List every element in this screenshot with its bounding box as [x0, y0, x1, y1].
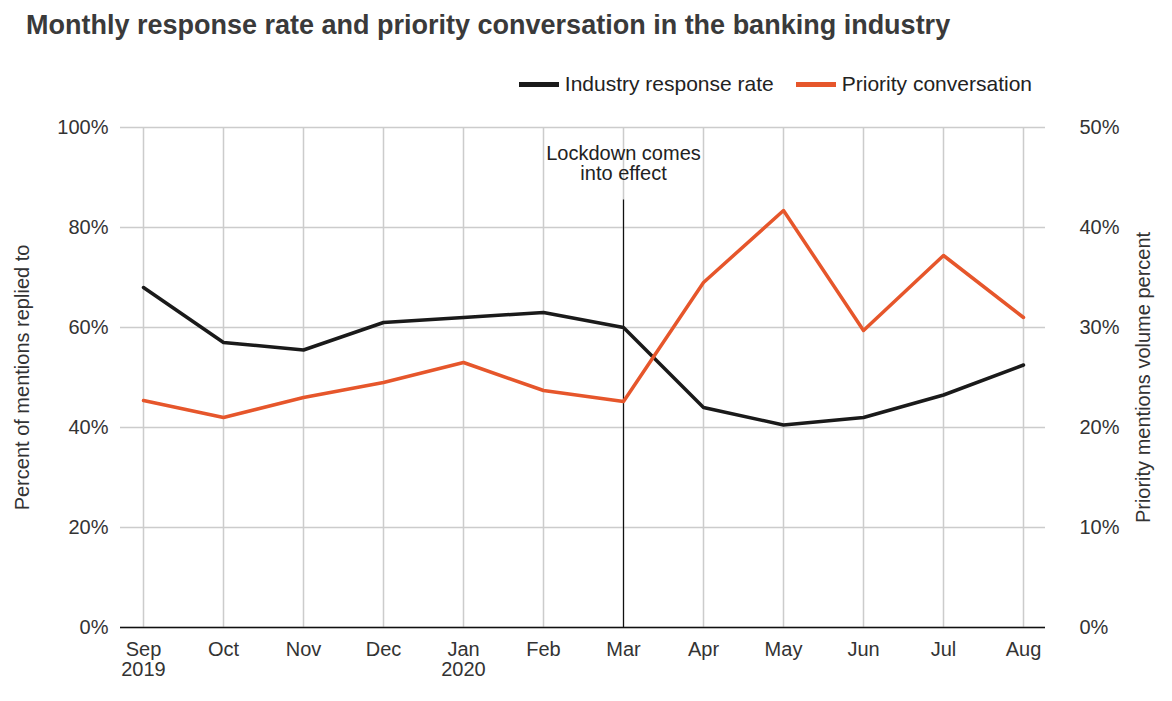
- svg-text:Jul: Jul: [931, 638, 957, 660]
- svg-text:Dec: Dec: [366, 638, 402, 660]
- svg-text:Sep2019: Sep2019: [121, 638, 166, 680]
- svg-text:Aug: Aug: [1006, 638, 1042, 660]
- svg-text:0%: 0%: [80, 616, 109, 638]
- svg-text:80%: 80%: [68, 216, 108, 238]
- html-text:Monthly response rate and prio: Monthly response rate and priority conve…: [26, 10, 951, 40]
- svg-text:10%: 10%: [1080, 516, 1120, 538]
- svg-text:Jun: Jun: [847, 638, 879, 660]
- svg-text:30%: 30%: [1080, 316, 1120, 338]
- svg-text:Feb: Feb: [526, 638, 560, 660]
- svg-text:60%: 60%: [68, 316, 108, 338]
- svg-text:20%: 20%: [1080, 416, 1120, 438]
- svg-text:40%: 40%: [68, 416, 108, 438]
- svg-text:May: May: [765, 638, 803, 660]
- svg-text:50%: 50%: [1080, 116, 1120, 138]
- svg-text:Mar: Mar: [606, 638, 641, 660]
- svg-text:Nov: Nov: [286, 638, 322, 660]
- svg-text:Jan2020: Jan2020: [441, 638, 486, 680]
- html-text:Priority conversation: Priority conversation: [841, 72, 1032, 95]
- html-text:Industry response rate: Industry response rate: [564, 72, 774, 95]
- svg-text:20%: 20%: [68, 516, 108, 538]
- svg-text:Oct: Oct: [208, 638, 240, 660]
- svg-text:Apr: Apr: [688, 638, 719, 660]
- svg-text:Priority mentions volume perce: Priority mentions volume percent: [1132, 231, 1154, 523]
- svg-text:Percent of mentions replied to: Percent of mentions replied to: [11, 245, 33, 511]
- svg-text:100%: 100%: [57, 116, 108, 138]
- svg-text:0%: 0%: [1080, 616, 1109, 638]
- svg-text:40%: 40%: [1080, 216, 1120, 238]
- svg-text:Lockdown comesinto effect: Lockdown comesinto effect: [546, 142, 701, 184]
